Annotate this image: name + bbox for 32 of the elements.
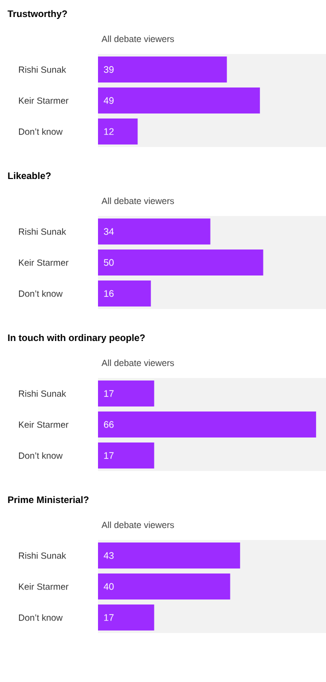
data-label: 43 (104, 552, 114, 559)
chart-title: In touch with ordinary people? (8, 334, 145, 343)
chart-title: Likeable? (8, 172, 51, 180)
y-tick-label: Rishi Sunak (19, 390, 66, 397)
chart-title: Prime Ministerial? (8, 496, 88, 504)
data-label: 17 (104, 614, 114, 621)
chart-title: Trustworthy? (8, 10, 67, 19)
data-label: 16 (104, 290, 114, 297)
y-tick-label: Don’t know (19, 290, 63, 297)
y-tick-label: Rishi Sunak (19, 228, 66, 235)
y-tick-label: Keir Starmer (19, 259, 68, 266)
data-label: 39 (104, 66, 114, 73)
data-label: 50 (104, 259, 114, 266)
data-label: 17 (104, 390, 114, 397)
data-label: 17 (104, 452, 114, 459)
y-tick-label: Don’t know (19, 128, 63, 135)
y-tick-label: Keir Starmer (19, 97, 68, 104)
chart-subtitle: All debate viewers (102, 360, 174, 366)
y-tick-label: Keir Starmer (19, 421, 68, 428)
y-tick-label: Rishi Sunak (19, 552, 66, 559)
chart-subtitle: All debate viewers (102, 198, 174, 204)
y-tick-label: Rishi Sunak (19, 66, 66, 73)
chart-subtitle: All debate viewers (102, 522, 174, 528)
data-label: 40 (104, 583, 114, 590)
data-label: 12 (104, 128, 114, 135)
y-tick-label: Don’t know (19, 614, 63, 621)
y-tick-label: Keir Starmer (19, 583, 68, 590)
data-label: 49 (104, 97, 114, 104)
chart-subtitle: All debate viewers (102, 36, 174, 42)
data-label: 34 (104, 228, 114, 235)
y-tick-label: Don’t know (19, 452, 63, 459)
data-label: 66 (104, 421, 114, 428)
